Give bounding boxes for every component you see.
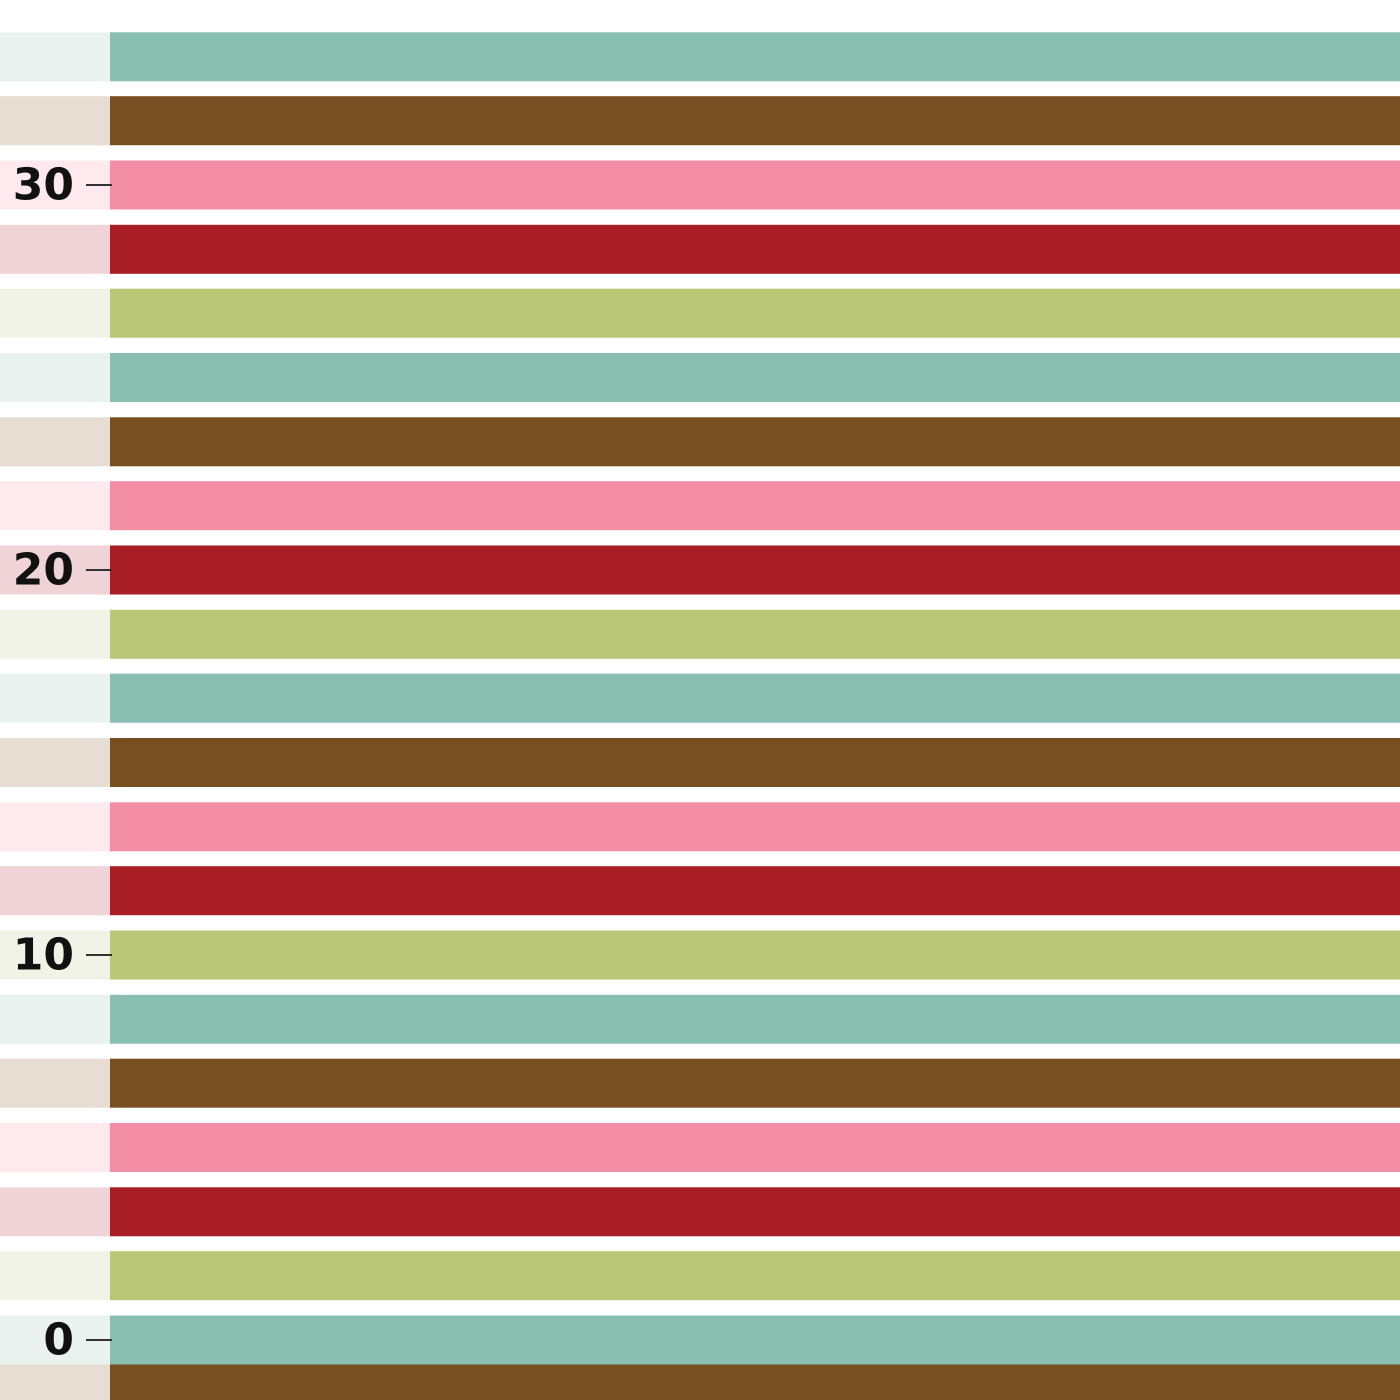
bar-20 bbox=[110, 96, 1400, 146]
bar-5 bbox=[110, 1058, 1400, 1108]
axis-band-9 bbox=[0, 802, 110, 852]
bar-6 bbox=[110, 994, 1400, 1044]
bar-1 bbox=[110, 1315, 1400, 1365]
bar-12 bbox=[110, 609, 1400, 659]
axis-band-3 bbox=[0, 1187, 110, 1237]
bar-16 bbox=[110, 353, 1400, 402]
axis-band-14 bbox=[0, 481, 110, 531]
bar-11 bbox=[110, 673, 1400, 723]
bar-15 bbox=[110, 417, 1400, 467]
bar-10 bbox=[110, 738, 1400, 787]
axis-band-16 bbox=[0, 353, 110, 402]
y-tick-label-30: 30 bbox=[13, 160, 74, 211]
bar-layer bbox=[110, 32, 1400, 1400]
bar-13 bbox=[110, 545, 1400, 595]
axis-band-8 bbox=[0, 866, 110, 916]
bar-14 bbox=[110, 481, 1400, 531]
bar-2 bbox=[110, 1251, 1400, 1301]
axis-band-4 bbox=[0, 1123, 110, 1172]
y-tick-label-10: 10 bbox=[13, 930, 74, 981]
bar-19 bbox=[110, 160, 1400, 210]
axis-band-6 bbox=[0, 994, 110, 1044]
bar-18 bbox=[110, 224, 1400, 274]
bar-9 bbox=[110, 802, 1400, 852]
axis-band-20 bbox=[0, 96, 110, 146]
bar-3 bbox=[110, 1187, 1400, 1237]
bar-8 bbox=[110, 866, 1400, 916]
bar-4 bbox=[110, 1123, 1400, 1172]
axis-band-18 bbox=[0, 224, 110, 274]
bar-7 bbox=[110, 930, 1400, 980]
axis-band-21 bbox=[0, 32, 110, 82]
axis-band-layer bbox=[0, 32, 110, 1400]
axis-band-11 bbox=[0, 673, 110, 723]
axis-band-12 bbox=[0, 609, 110, 659]
axis-band-17 bbox=[0, 288, 110, 338]
bar-21 bbox=[110, 32, 1400, 82]
axis-band-10 bbox=[0, 738, 110, 787]
y-tick-label-20: 20 bbox=[13, 545, 74, 596]
y-axis: 0 10 20 30 bbox=[13, 160, 112, 1366]
axis-band-2 bbox=[0, 1251, 110, 1301]
axis-band-15 bbox=[0, 417, 110, 467]
axis-band-5 bbox=[0, 1058, 110, 1108]
bar-17 bbox=[110, 288, 1400, 338]
y-tick-label-0: 0 bbox=[43, 1315, 74, 1366]
